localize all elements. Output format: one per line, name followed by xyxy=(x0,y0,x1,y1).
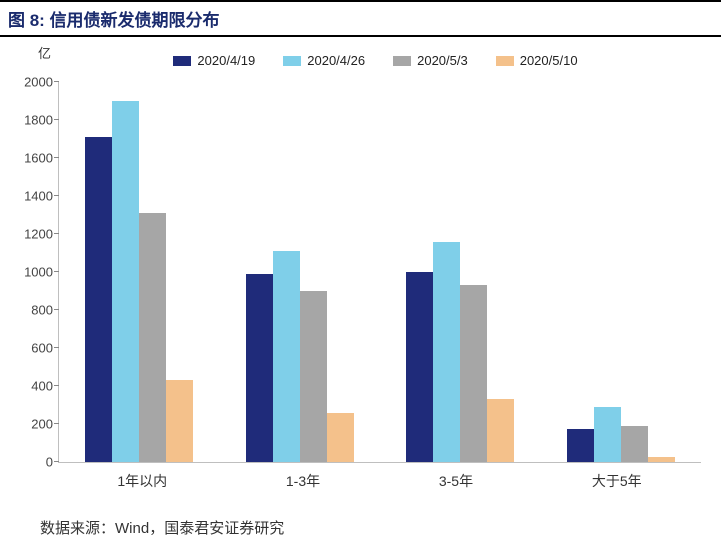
y-tick-label: 1600 xyxy=(13,151,53,166)
y-tick-label: 800 xyxy=(13,303,53,318)
y-tick-label: 0 xyxy=(13,455,53,470)
bar xyxy=(85,137,112,462)
bar xyxy=(460,285,487,462)
bar xyxy=(327,413,354,462)
bar xyxy=(648,457,675,462)
legend-item: 2020/4/26 xyxy=(283,53,365,68)
legend-label: 2020/4/19 xyxy=(197,53,255,68)
y-tick-mark xyxy=(54,195,59,196)
bar-group xyxy=(406,242,514,462)
bar xyxy=(621,426,648,462)
y-tick-mark xyxy=(54,347,59,348)
legend-item: 2020/5/10 xyxy=(496,53,578,68)
y-tick-label: 1400 xyxy=(13,189,53,204)
bar-group xyxy=(567,407,675,462)
legend-label: 2020/5/10 xyxy=(520,53,578,68)
data-source: 数据来源：Wind，国泰君安证券研究 xyxy=(0,495,721,548)
y-tick-label: 400 xyxy=(13,379,53,394)
bar xyxy=(433,242,460,462)
y-tick-label: 2000 xyxy=(13,75,53,90)
y-tick-mark xyxy=(54,157,59,158)
bar xyxy=(567,429,594,462)
x-axis-labels: 1年以内 1-3年 3-5年 大于5年 xyxy=(58,463,701,491)
bar-group xyxy=(246,251,354,462)
legend-label: 2020/5/3 xyxy=(417,53,468,68)
y-tick-label: 1800 xyxy=(13,113,53,128)
bar xyxy=(406,272,433,462)
chart-area: 亿 2020/4/192020/4/262020/5/32020/5/10 02… xyxy=(0,37,721,495)
x-tick-label: 大于5年 xyxy=(592,471,642,491)
x-tick-label: 3-5年 xyxy=(439,471,473,491)
bar-group xyxy=(85,101,193,462)
y-tick-mark xyxy=(54,81,59,82)
source-label: 数据来源： xyxy=(40,520,115,537)
figure-title: 图 8: 信用债新发债期限分布 xyxy=(0,0,721,37)
legend-swatch xyxy=(496,56,514,66)
y-axis-unit: 亿 xyxy=(38,43,51,62)
bar xyxy=(139,213,166,462)
bar xyxy=(300,291,327,462)
x-tick-label: 1年以内 xyxy=(117,471,167,491)
y-tick-label: 200 xyxy=(13,417,53,432)
y-tick-mark xyxy=(54,461,59,462)
y-tick-mark xyxy=(54,385,59,386)
x-tick-label: 1-3年 xyxy=(286,471,320,491)
bar xyxy=(273,251,300,462)
bar xyxy=(246,274,273,462)
source-text: Wind，国泰君安证券研究 xyxy=(115,520,284,537)
legend-item: 2020/4/19 xyxy=(173,53,255,68)
y-tick-label: 1200 xyxy=(13,227,53,242)
y-tick-mark xyxy=(54,233,59,234)
y-tick-label: 600 xyxy=(13,341,53,356)
y-tick-label: 1000 xyxy=(13,265,53,280)
y-tick-mark xyxy=(54,271,59,272)
bar-groups xyxy=(59,82,701,462)
legend-swatch xyxy=(283,56,301,66)
legend-label: 2020/4/26 xyxy=(307,53,365,68)
figure-title-text: 信用债新发债期限分布 xyxy=(50,11,220,30)
y-tick-mark xyxy=(54,119,59,120)
legend: 2020/4/19 2020/4/26 2020/5/3 2020/5/10 xyxy=(50,47,701,82)
bar xyxy=(487,399,514,462)
figure-label-prefix: 图 8: xyxy=(8,11,50,30)
legend-item: 2020/5/3 xyxy=(393,53,468,68)
y-tick-mark xyxy=(54,423,59,424)
plot-area: 0200400600800100012001400160018002000 xyxy=(58,82,701,463)
y-tick-mark xyxy=(54,309,59,310)
bar xyxy=(166,380,193,462)
bar xyxy=(594,407,621,462)
bar xyxy=(112,101,139,462)
legend-swatch xyxy=(173,56,191,66)
legend-swatch xyxy=(393,56,411,66)
